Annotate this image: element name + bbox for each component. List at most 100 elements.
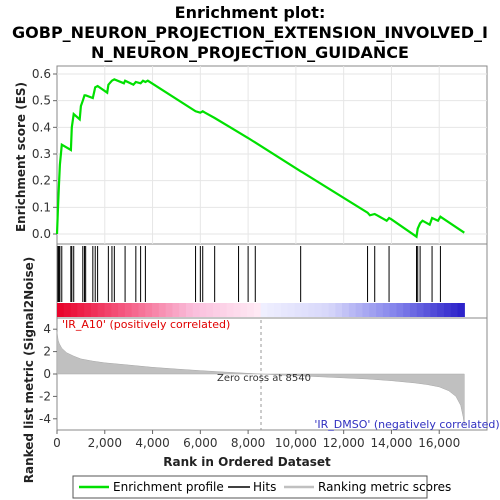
heatmap-segment: [158, 303, 167, 317]
x-axis-label: Rank in Ordered Dataset: [163, 455, 331, 469]
heatmap-segment: [389, 303, 398, 317]
heatmap-segment: [328, 303, 336, 317]
es-tick-label: 0.4: [32, 120, 51, 134]
heatmap-segment: [145, 303, 153, 317]
x-tick-label: 14,000: [370, 436, 412, 450]
heatmap-segment: [131, 303, 140, 317]
es-panel-frame: [56, 65, 488, 245]
es-tick-label: 0.6: [32, 67, 51, 81]
heatmap-segment: [314, 303, 323, 317]
x-tick-label: 6,000: [183, 436, 217, 450]
metric-tick-label: 0: [43, 367, 51, 381]
heatmap-segment: [267, 303, 275, 317]
x-tick-label: 10,000: [275, 436, 317, 450]
heatmap-segment: [97, 303, 106, 317]
heatmap-segment: [226, 303, 235, 317]
heatmap-segment: [152, 303, 160, 317]
heatmap-segment: [294, 303, 302, 317]
heatmap-segment: [437, 303, 445, 317]
legend-hits-label: Hits: [253, 480, 276, 494]
x-tick-label: 12,000: [323, 436, 365, 450]
heatmap-segment: [104, 303, 112, 317]
heatmap-segment: [233, 303, 241, 317]
es-tick-label: 0.3: [32, 147, 51, 161]
legend-metric-label: Ranking metric scores: [318, 480, 451, 494]
metric-x-ticks: 0 2,000 4,000 6,000 8,000 10,000 12,000 14,000 1…: [53, 430, 460, 450]
heatmap-segment: [199, 303, 207, 317]
heatmap-segment: [321, 303, 330, 317]
negative-label: 'IR_DMSO' (negatively correlated): [314, 418, 499, 431]
heatmap-segment: [396, 303, 404, 317]
es-y-axis-label: Enrichment score (ES): [14, 82, 28, 232]
es-tick-label: 0.5: [32, 94, 51, 108]
zero-cross-label: Zero cross at 8540: [217, 373, 311, 384]
heatmap-segment: [165, 303, 174, 317]
heatmap-segment: [416, 303, 425, 317]
heatmap-segment: [253, 303, 262, 317]
x-tick-label: 2,000: [88, 436, 122, 450]
heatmap-segment: [308, 303, 316, 317]
heatmap-segment: [281, 303, 289, 317]
positive-label: 'IR_A10' (positively correlated): [62, 318, 230, 331]
heatmap-segment: [376, 303, 384, 317]
es-y-ticks: 0.0 0.1 0.2 0.3 0.4 0.5 0.6: [32, 67, 57, 241]
heatmap-segment: [423, 303, 431, 317]
heatmap-segment: [403, 303, 411, 317]
heatmap-segment: [382, 303, 391, 317]
heatmap-segment: [219, 303, 228, 317]
metric-y-axis-label: Ranked list metric (Signal2Noise): [22, 257, 36, 484]
chart-title-line-1: Enrichment plot:: [175, 3, 326, 22]
heatmap-segment: [430, 303, 438, 317]
x-tick-label: 4,000: [135, 436, 169, 450]
chart-title-line-3: N_NEURON_PROJECTION_GUIDANCE: [91, 43, 409, 62]
heatmap-segment: [362, 303, 370, 317]
heatmap-segment: [192, 303, 201, 317]
metric-tick-label: -4: [39, 412, 51, 426]
heatmap-segment: [443, 303, 452, 317]
heatmap-segment: [260, 303, 269, 317]
chart-title-line-2: GOBP_NEURON_PROJECTION_EXTENSION_INVOLVE…: [12, 23, 488, 42]
heatmap-segment: [111, 303, 119, 317]
heatmap-segment: [57, 303, 65, 317]
heatmap-segment: [77, 303, 85, 317]
heatmap-segment: [457, 303, 465, 317]
heatmap-segment: [335, 303, 343, 317]
heatmap-segment: [172, 303, 180, 317]
heatmap-segment: [287, 303, 296, 317]
metric-tick-label: 2: [43, 345, 51, 359]
heatmap-segment: [348, 303, 357, 317]
heatmap-segment: [90, 303, 99, 317]
es-tick-label: 0.2: [32, 174, 51, 188]
heatmap-segment: [274, 303, 282, 317]
es-tick-label: 0.0: [32, 227, 51, 241]
metric-tick-label: 4: [43, 322, 51, 336]
hit-markers: [57, 246, 441, 302]
es-tick-label: 0.1: [32, 200, 51, 214]
heatmap-segment: [206, 303, 214, 317]
heatmap-segment: [124, 303, 133, 317]
es-gridlines: [57, 66, 487, 244]
heatmap-segment: [185, 303, 194, 317]
x-tick-label: 0: [53, 436, 61, 450]
heatmap-segment: [213, 303, 221, 317]
heatmap-segment: [118, 303, 126, 317]
heatmap-segment: [138, 303, 146, 317]
heatmap-segment: [70, 303, 78, 317]
heatmap-segment: [179, 303, 187, 317]
x-tick-label: 8,000: [231, 436, 265, 450]
enrichment-profile-line: [55, 78, 465, 239]
rank-heatmap-bar: [57, 303, 465, 317]
heatmap-segment: [409, 303, 418, 317]
metric-tick-label: -2: [39, 389, 51, 403]
x-tick-label: 16,000: [418, 436, 460, 450]
heatmap-segment: [247, 303, 255, 317]
heatmap-segment: [450, 303, 459, 317]
heatmap-segment: [240, 303, 248, 317]
heatmap-segment: [355, 303, 364, 317]
legend-enrichment-label: Enrichment profile: [113, 480, 224, 494]
heatmap-segment: [342, 303, 350, 317]
metric-y-ticks: 4 2 0 -2 -4: [39, 322, 57, 426]
heatmap-segment: [84, 303, 92, 317]
heatmap-segment: [63, 303, 72, 317]
